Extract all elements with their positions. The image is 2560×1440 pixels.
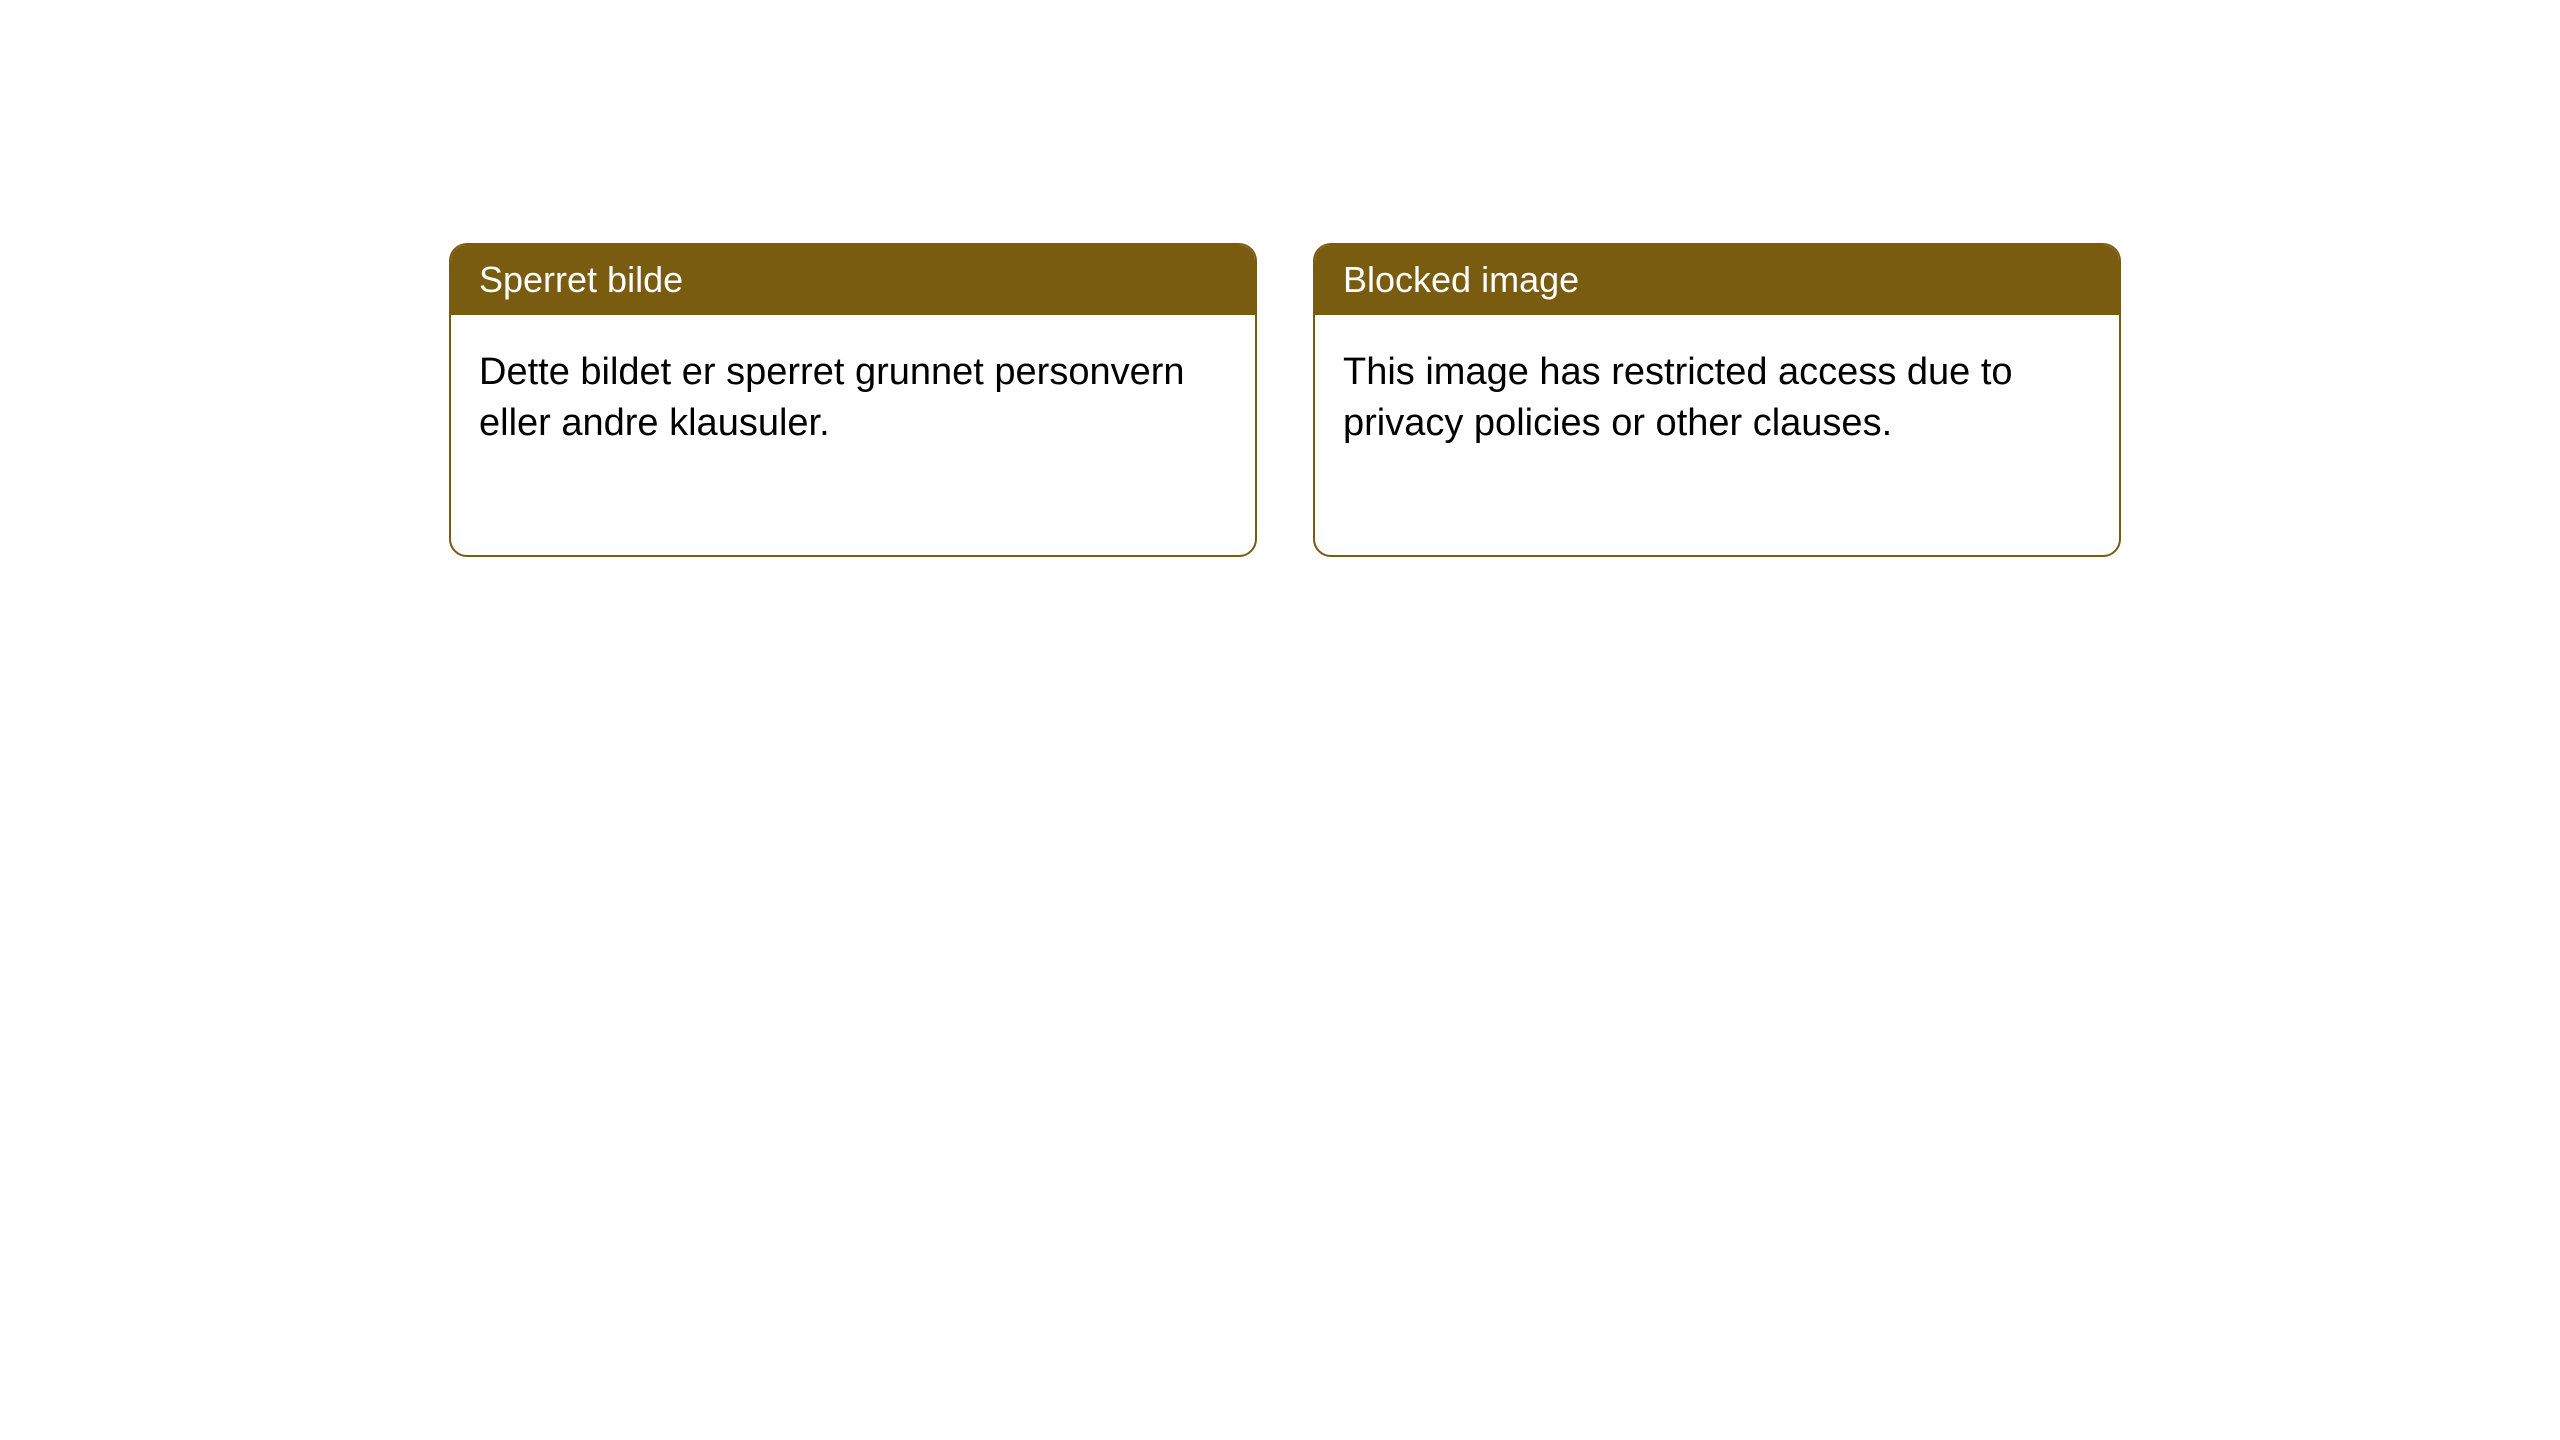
card-body-text: This image has restricted access due to … <box>1343 351 2013 444</box>
card-body-norwegian: Dette bildet er sperret grunnet personve… <box>451 315 1255 555</box>
notice-card-english: Blocked image This image has restricted … <box>1313 243 2121 557</box>
card-header-norwegian: Sperret bilde <box>451 245 1255 315</box>
card-body-text: Dette bildet er sperret grunnet personve… <box>479 351 1185 444</box>
card-header-text: Blocked image <box>1343 259 1579 300</box>
notice-cards-container: Sperret bilde Dette bildet er sperret gr… <box>449 243 2121 557</box>
card-header-text: Sperret bilde <box>479 259 683 300</box>
card-header-english: Blocked image <box>1315 245 2119 315</box>
card-body-english: This image has restricted access due to … <box>1315 315 2119 555</box>
notice-card-norwegian: Sperret bilde Dette bildet er sperret gr… <box>449 243 1257 557</box>
